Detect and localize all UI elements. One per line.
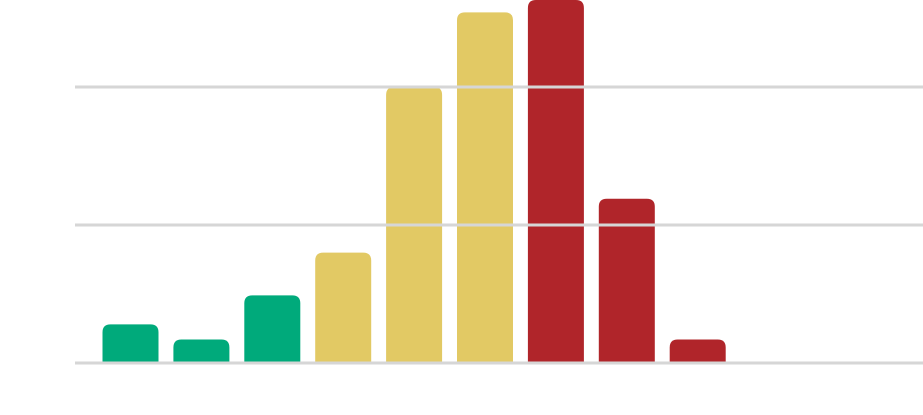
- bar: [527, 0, 584, 363]
- bar: [102, 324, 159, 363]
- bar: [669, 339, 726, 363]
- bar: [457, 12, 513, 363]
- bar: [315, 252, 372, 363]
- bar: [173, 339, 230, 363]
- bar: [244, 295, 301, 363]
- bar: [598, 198, 655, 363]
